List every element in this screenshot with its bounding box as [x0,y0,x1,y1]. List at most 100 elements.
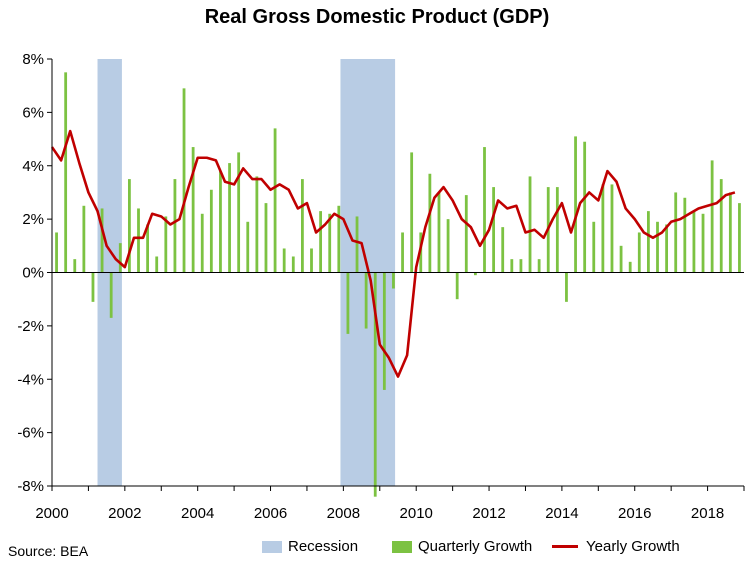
quarterly-bar [182,88,186,273]
quarterly-bar [382,272,386,390]
quarterly-bar [428,173,432,273]
quarterly-bar [155,256,159,273]
y-tick-label: 8% [22,51,44,68]
quarterly-bar [519,259,523,273]
quarterly-bar [537,259,541,273]
quarterly-bar [583,141,587,273]
x-tick-label: 2014 [545,505,578,522]
quarterly-bar [328,213,332,273]
yearly-growth-line [50,129,736,378]
quarterly-bar [528,176,532,273]
quarterly-bar [282,248,286,273]
recession-swatch [262,540,282,553]
quarterly-bar [164,216,168,273]
source-note: Source: BEA [8,543,89,559]
x-tick-label: 2016 [618,505,651,522]
quarterly-bar [483,147,486,273]
x-tick-label: 2018 [691,505,724,522]
quarterly-bar [473,272,477,276]
quarterly-bar [710,160,714,273]
quarterly-bar [209,189,213,273]
quarterly-bar [665,224,669,273]
quarterly-bar [73,259,77,273]
x-tick-label: 2008 [327,505,360,522]
x-tick-label: 2006 [254,505,287,522]
quarterly-bar [91,272,95,302]
quarterly-bar [82,205,86,273]
x-tick-label: 2002 [108,505,141,522]
quarterly-bar [728,192,732,273]
legend-label-quarterly: Quarterly Growth [418,538,533,555]
y-tick-label: -6% [17,425,44,442]
quarterly-bar [137,208,140,273]
quarterly-bar [337,205,341,273]
quarterly-bar [273,128,277,273]
y-tick-label: -4% [17,371,44,388]
x-tick-label: 2004 [181,505,214,522]
yearly-growth-polyline [50,129,736,378]
quarterly-bar [637,232,641,273]
legend-item-yearly: Yearly Growth [552,538,680,555]
legend-label-recession: Recession [288,538,359,555]
quarterly-bar [64,72,68,273]
quarterly-bar [173,179,177,273]
y-tick-label: 0% [22,265,44,282]
quarterly-bar [410,152,414,273]
quarterly-bar [619,245,623,273]
x-tick-label: 2012 [472,505,505,522]
quarterly-bar [701,213,705,273]
quarterly-bar [555,187,559,273]
quarterly-bar [601,184,605,273]
quarterly-bar [200,213,204,273]
quarterly-bar [719,179,723,273]
quarterly-bar [492,187,496,273]
quarterly-bar [628,261,632,273]
x-tick-label: 2010 [400,505,433,522]
quarterly-bar [237,152,241,273]
quarterly-bar [392,272,395,289]
quarterly-bar [446,219,450,273]
quarterly-bar [592,221,596,273]
quarterly-bar [100,208,104,273]
quarterly-bar [692,211,696,273]
quarterly-bar [346,272,350,334]
quarterly-bar [674,192,678,273]
quarterly-bar [565,272,568,302]
y-tick-label: -8% [17,478,44,495]
quarterly-bar [464,195,468,273]
quarterly-bar [401,232,404,273]
x-tick-label: 2000 [35,505,68,522]
quarterly-growth-bars [55,72,741,497]
quarterly-bar [310,248,313,273]
quarterly-swatch [392,540,412,553]
axes [47,58,745,491]
quarterly-bar [355,216,359,273]
y-tick-label: 4% [22,158,44,175]
quarterly-bar [501,227,505,273]
quarterly-bar [574,136,577,273]
quarterly-bar [228,163,231,273]
quarterly-bar [646,211,650,273]
yearly-swatch [552,545,578,548]
quarterly-bar [319,211,323,273]
quarterly-bar [146,224,150,273]
y-tick-label: -2% [17,318,44,335]
quarterly-bar [118,243,122,273]
quarterly-bar [455,272,459,300]
quarterly-bar [291,256,295,273]
quarterly-bar [219,171,222,273]
tick-labels: -8% -6% -4% -2% 0% 2% 4% 6% 8% 2000 2002 2004 2006 20… [17,51,724,522]
quarterly-bar [191,147,195,273]
quarterly-bar [127,179,131,273]
legend-label-yearly: Yearly Growth [586,538,680,555]
y-tick-label: 2% [22,211,44,228]
quarterly-bar [246,221,250,273]
quarterly-bar [373,272,377,497]
quarterly-bar [55,232,58,273]
quarterly-bar [264,203,268,273]
quarterly-bar [364,272,368,329]
quarterly-bar [610,184,614,273]
legend-item-quarterly: Quarterly Growth [392,538,532,555]
quarterly-bar [109,272,113,318]
